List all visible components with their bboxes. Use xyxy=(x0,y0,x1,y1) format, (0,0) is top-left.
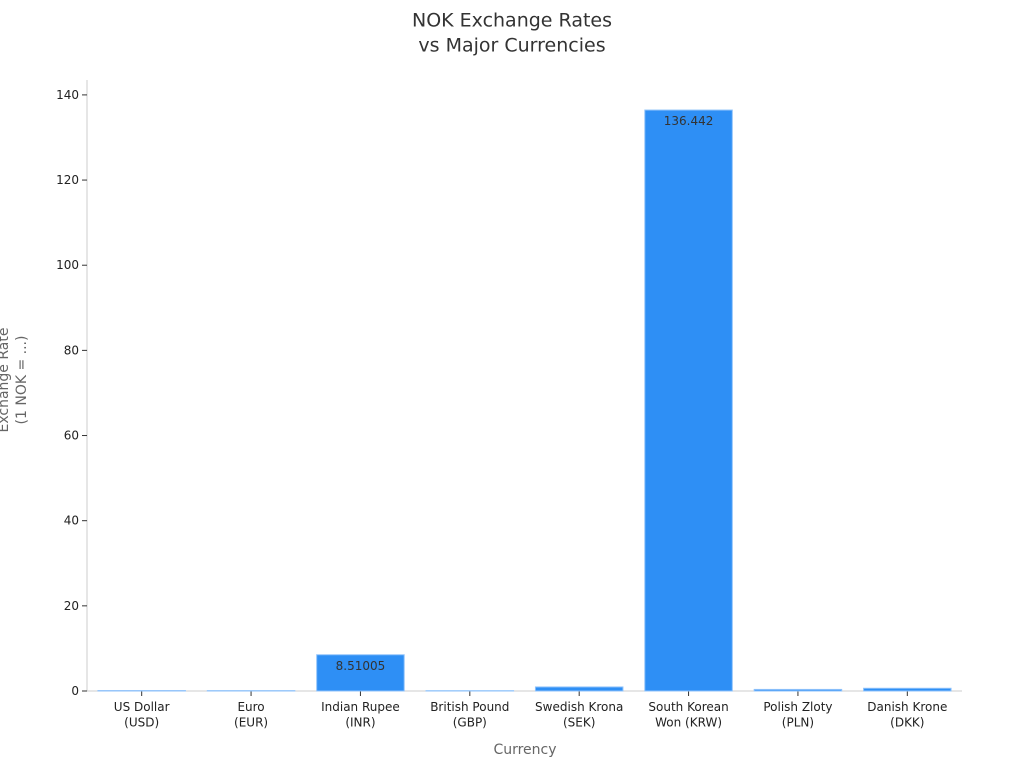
y-tick-label: 40 xyxy=(64,513,79,527)
y-tick-label: 140 xyxy=(56,87,79,101)
chart-title: NOK Exchange Rates vs Major Currencies xyxy=(412,9,612,56)
x-tick-label: South Korean Won (KRW) xyxy=(648,700,728,730)
bar xyxy=(644,109,733,692)
data-label: 136.442 xyxy=(664,114,714,128)
bar xyxy=(753,688,843,692)
y-tick-label: 80 xyxy=(64,343,79,357)
y-tick-label: 20 xyxy=(64,598,79,612)
data-label: 8.51005 xyxy=(336,658,386,672)
y-tick-label: 0 xyxy=(71,684,79,698)
x-tick-label: British Pound (GBP) xyxy=(430,700,509,730)
x-tick-label: Indian Rupee (INR) xyxy=(321,700,400,730)
y-tick-label: 120 xyxy=(56,173,79,187)
y-axis-label: Exchange Rate (1 NOK = ...) xyxy=(0,328,30,433)
bar xyxy=(534,686,624,692)
y-tick-label: 60 xyxy=(64,428,79,442)
x-tick-label: Euro (EUR) xyxy=(234,700,268,730)
x-tick-label: US Dollar (USD) xyxy=(114,700,170,730)
x-tick-label: Polish Zloty (PLN) xyxy=(763,700,832,730)
x-axis-label: Currency xyxy=(493,742,556,758)
bar xyxy=(316,654,405,692)
y-tick-label: 100 xyxy=(56,258,79,272)
x-tick-label: Danish Krone (DKK) xyxy=(867,700,947,730)
x-tick-label: Swedish Krona (SEK) xyxy=(535,700,623,730)
bar xyxy=(863,687,952,692)
